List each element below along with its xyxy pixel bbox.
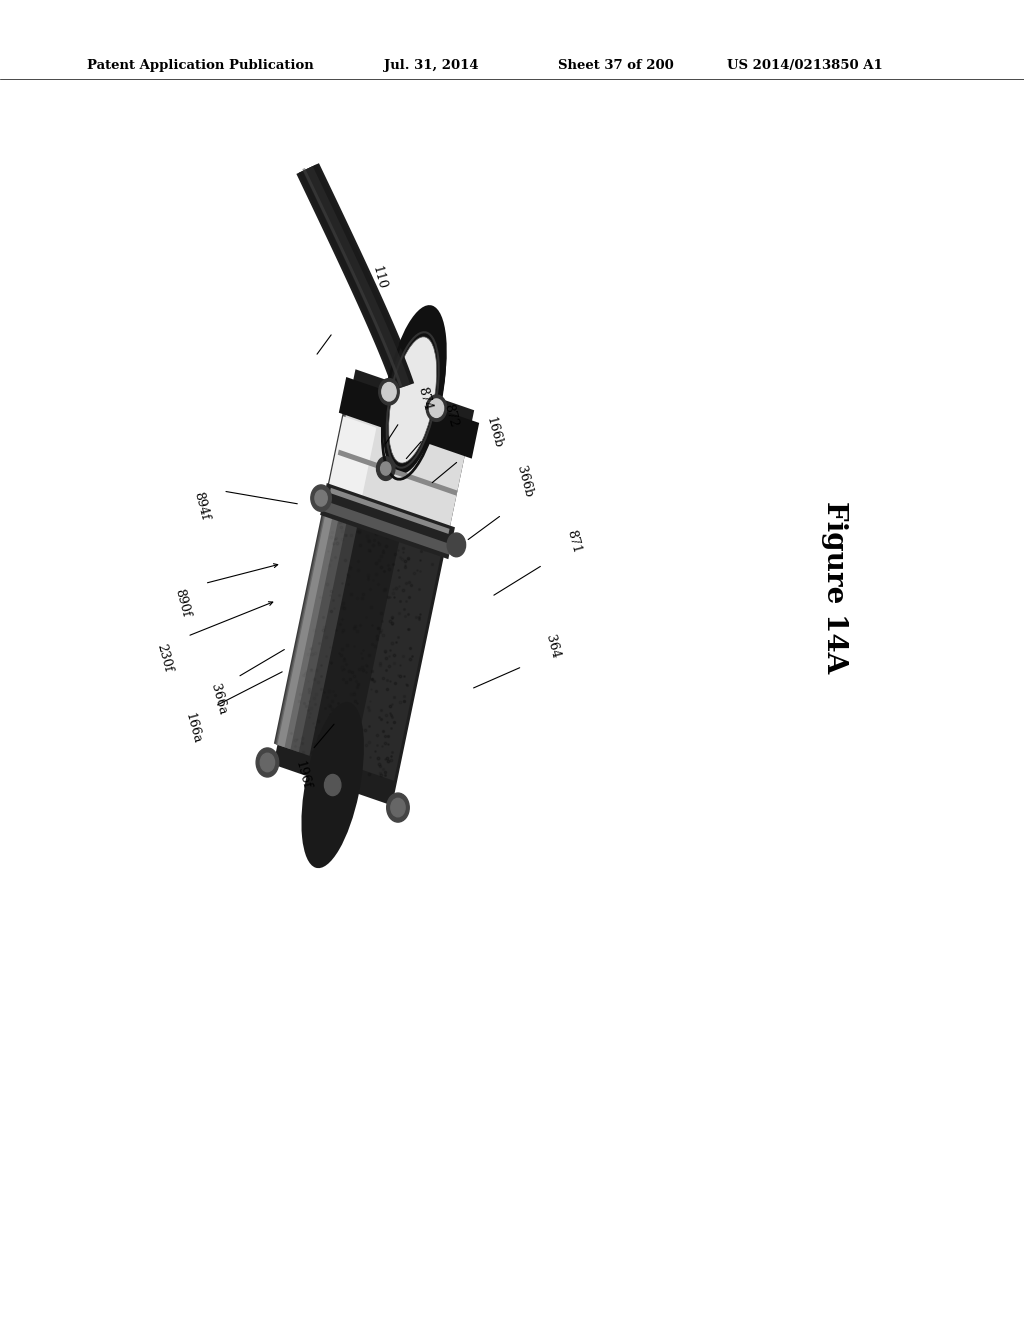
Polygon shape	[330, 488, 450, 535]
Polygon shape	[321, 483, 455, 560]
Text: 166b: 166b	[483, 416, 504, 450]
Circle shape	[379, 379, 399, 405]
Circle shape	[311, 484, 332, 511]
Text: 894f: 894f	[190, 490, 211, 521]
Circle shape	[387, 793, 410, 822]
Text: Jul. 31, 2014: Jul. 31, 2014	[384, 59, 478, 73]
Circle shape	[377, 457, 395, 480]
Circle shape	[325, 775, 341, 796]
Text: 196f: 196f	[292, 759, 312, 791]
Circle shape	[426, 395, 446, 421]
Polygon shape	[352, 418, 466, 781]
Text: 366a: 366a	[208, 682, 228, 717]
Text: 110: 110	[370, 264, 388, 290]
Text: US 2014/0213850 A1: US 2014/0213850 A1	[727, 59, 883, 73]
Circle shape	[447, 533, 466, 557]
Ellipse shape	[383, 305, 446, 474]
Text: 874: 874	[416, 385, 434, 412]
Circle shape	[391, 799, 406, 817]
Ellipse shape	[301, 702, 364, 869]
Circle shape	[429, 399, 443, 417]
Text: 872: 872	[441, 403, 460, 429]
Text: Patent Application Publication: Patent Application Publication	[87, 59, 313, 73]
Polygon shape	[322, 500, 452, 554]
Polygon shape	[273, 370, 474, 805]
Circle shape	[315, 490, 328, 506]
Polygon shape	[330, 413, 465, 533]
Polygon shape	[275, 388, 373, 752]
Polygon shape	[339, 378, 479, 458]
Text: 230f: 230f	[154, 642, 174, 673]
Text: Figure 14A: Figure 14A	[821, 502, 848, 673]
Polygon shape	[276, 388, 365, 750]
Ellipse shape	[389, 337, 437, 463]
Polygon shape	[329, 416, 377, 498]
Polygon shape	[273, 388, 383, 756]
Text: 890f: 890f	[172, 587, 193, 619]
Circle shape	[382, 383, 396, 401]
Circle shape	[381, 462, 391, 475]
Text: 364: 364	[544, 634, 562, 660]
Text: Sheet 37 of 200: Sheet 37 of 200	[558, 59, 674, 73]
Polygon shape	[338, 450, 458, 496]
Text: 166a: 166a	[182, 711, 203, 746]
Circle shape	[260, 754, 274, 772]
Polygon shape	[278, 389, 358, 747]
Text: 871: 871	[564, 528, 583, 554]
Text: 366b: 366b	[514, 465, 535, 499]
Circle shape	[256, 748, 279, 777]
